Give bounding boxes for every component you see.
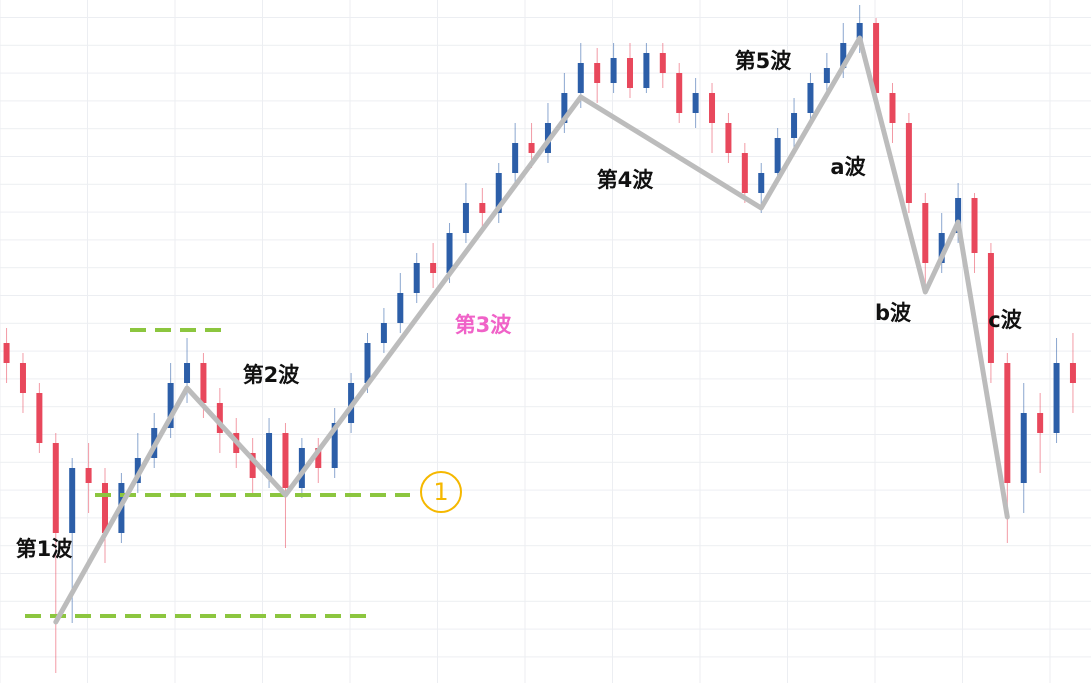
candle-body xyxy=(331,423,338,468)
candle-body xyxy=(807,83,814,113)
annotations: 第1波 第2波 第3波 第4波 第5波 a波 b波 c波 1 xyxy=(16,49,1023,561)
candle-body xyxy=(364,343,371,383)
candle-body xyxy=(184,363,191,383)
candle-body xyxy=(774,138,781,173)
candle-body xyxy=(430,263,437,273)
candle-body xyxy=(987,253,994,363)
wave-label: b波 xyxy=(875,301,912,325)
candle-body xyxy=(610,58,617,83)
marker-label: 1 xyxy=(433,478,448,506)
candle-body xyxy=(479,203,486,213)
wave-label: 第3波 xyxy=(455,313,513,337)
candle-body xyxy=(85,468,92,483)
wave-label: 第5波 xyxy=(735,49,793,73)
candle-body xyxy=(528,143,535,153)
candle-body xyxy=(692,93,699,113)
candle-body xyxy=(397,293,404,323)
candle-body xyxy=(19,363,26,393)
candle-body xyxy=(922,203,929,263)
candle-body xyxy=(873,23,880,93)
candle-body xyxy=(216,403,223,433)
candle-body xyxy=(1069,363,1076,383)
candle-body xyxy=(52,443,59,533)
candle-body xyxy=(3,343,10,363)
candle-body xyxy=(659,53,666,73)
candle-body xyxy=(134,458,141,483)
marker-circle xyxy=(420,471,462,513)
candle-body xyxy=(200,363,207,403)
wave-label: 第1波 xyxy=(16,537,74,561)
candle-body xyxy=(1004,363,1011,483)
candle-body xyxy=(971,198,978,253)
candle-body xyxy=(561,93,568,123)
candle-body xyxy=(676,73,683,113)
candle-body xyxy=(791,113,798,138)
candle-body xyxy=(512,143,519,173)
candle-body xyxy=(709,93,716,123)
wave xyxy=(53,35,1010,625)
candle-body xyxy=(741,153,748,193)
candle-body xyxy=(446,233,453,273)
candle-body xyxy=(413,263,420,293)
candle-body xyxy=(840,43,847,68)
wave-label: 第2波 xyxy=(243,363,301,387)
candle-body xyxy=(938,233,945,263)
candle-body xyxy=(495,173,502,213)
candle-body xyxy=(889,93,896,123)
candle-body xyxy=(643,53,650,88)
candle-body xyxy=(594,63,601,83)
candle-body xyxy=(955,198,962,233)
candle-body xyxy=(577,63,584,93)
candle-body xyxy=(266,433,273,478)
candle-body xyxy=(462,203,469,233)
candle-body xyxy=(626,58,633,88)
candle-body xyxy=(1020,413,1027,483)
candle-body xyxy=(1037,413,1044,433)
levels xyxy=(25,328,410,618)
candle-body xyxy=(167,383,174,428)
candle-body xyxy=(380,323,387,343)
candle-body xyxy=(1053,363,1060,433)
candle-body xyxy=(36,393,43,443)
candle-body xyxy=(823,68,830,83)
candle-body xyxy=(298,448,305,488)
candle-body xyxy=(315,448,322,468)
candle-body xyxy=(758,173,765,193)
candle-body xyxy=(249,453,256,478)
wave-label: 第4波 xyxy=(597,168,655,192)
candle-body xyxy=(725,123,732,153)
candle-body xyxy=(282,433,289,488)
wave-label: a波 xyxy=(830,155,866,179)
candle-body xyxy=(69,468,76,533)
wave-label: c波 xyxy=(988,308,1022,332)
candle-body xyxy=(905,123,912,203)
wave-line xyxy=(53,35,1010,625)
candle-body xyxy=(101,483,108,533)
candle-body xyxy=(856,23,863,43)
